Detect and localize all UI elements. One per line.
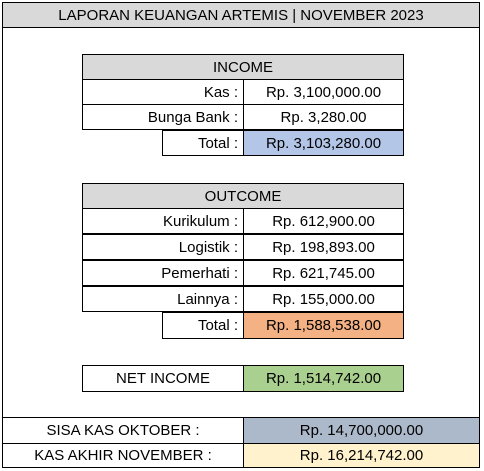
income-label-kas: Kas : [82, 79, 244, 105]
outcome-label-lainnya: Lainnya : [82, 286, 244, 312]
income-value-kas[interactable]: Rp. 3,100,000.00 [243, 79, 404, 105]
income-value-bunga-bank[interactable]: Rp. 3,280.00 [243, 104, 404, 130]
outcome-value-logistik[interactable]: Rp. 198,893.00 [243, 234, 404, 260]
outcome-label-pemerhati: Pemerhati : [82, 260, 244, 286]
income-total-value[interactable]: Rp. 3,103,280.00 [243, 130, 404, 156]
sisa-kas-oktober-label: SISA KAS OKTOBER : [2, 417, 244, 444]
net-income-label: NET INCOME [82, 365, 244, 392]
sisa-kas-oktober-value[interactable]: Rp. 14,700,000.00 [243, 417, 480, 444]
outcome-total-label: Total : [162, 312, 244, 339]
outcome-total-value[interactable]: Rp. 1,588,538.00 [243, 312, 404, 339]
outcome-label-logistik: Logistik : [82, 234, 244, 260]
outcome-value-lainnya[interactable]: Rp. 155,000.00 [243, 286, 404, 312]
kas-akhir-november-label: KAS AKHIR NOVEMBER : [2, 443, 244, 468]
income-label-bunga-bank: Bunga Bank : [82, 104, 244, 130]
report-title: LAPORAN KEUANGAN ARTEMIS | NOVEMBER 2023 [2, 2, 480, 28]
net-income-value[interactable]: Rp. 1,514,742.00 [243, 365, 404, 392]
outcome-value-kurikulum[interactable]: Rp. 612,900.00 [243, 208, 404, 234]
kas-akhir-november-value[interactable]: Rp. 16,214,742.00 [243, 443, 480, 468]
income-total-label: Total : [162, 130, 244, 156]
outcome-value-pemerhati[interactable]: Rp. 621,745.00 [243, 260, 404, 286]
outcome-label-kurikulum: Kurikulum : [82, 208, 244, 234]
outcome-header: OUTCOME [82, 183, 404, 209]
income-header: INCOME [82, 54, 404, 80]
